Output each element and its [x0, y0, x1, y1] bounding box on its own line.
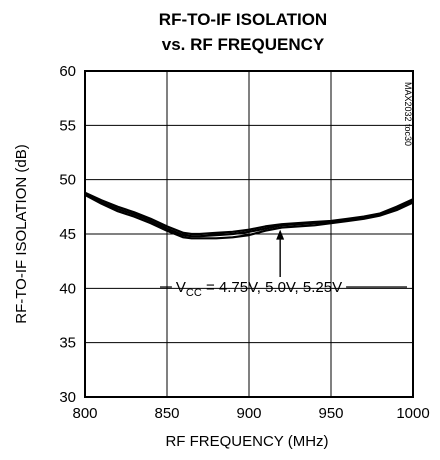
figure-code: MAX2032 toc30	[403, 82, 413, 146]
y-axis-label: RF-TO-IF ISOLATION (dB)	[13, 144, 30, 323]
y-tick-label-55: 55	[59, 117, 76, 134]
x-tick-label-800: 800	[72, 405, 97, 422]
annotation-v: V	[176, 279, 186, 296]
y-tick-label-35: 35	[59, 335, 76, 352]
series-group	[84, 191, 414, 240]
tick-labels: 800 850 900 950 1000 30 35 40 45 50 55 60	[59, 63, 429, 422]
chart-title-line2: vs. RF FREQUENCY	[162, 35, 325, 54]
annotation-values: = 4.75V, 5.0V, 5.25V	[202, 279, 342, 296]
x-tick-label-1000: 1000	[396, 405, 429, 422]
x-tick-label-950: 950	[318, 405, 343, 422]
x-tick-label-850: 850	[154, 405, 179, 422]
y-tick-label-60: 60	[59, 63, 76, 80]
annotation-arrow-head	[276, 229, 285, 240]
x-tick-label-900: 900	[236, 405, 261, 422]
plot-frame	[84, 70, 414, 398]
y-tick-label-50: 50	[59, 172, 76, 189]
vcc-annotation: VCC = 4.75V, 5.0V, 5.25V	[160, 229, 407, 299]
y-tick-label-30: 30	[59, 389, 76, 406]
chart-title-line1: RF-TO-IF ISOLATION	[159, 10, 327, 29]
x-axis-label: RF FREQUENCY (MHz)	[165, 433, 328, 450]
series-line-3	[84, 191, 414, 236]
y-tick-label-45: 45	[59, 226, 76, 243]
annotation-subscript: CC	[186, 287, 202, 299]
y-tick-label-40: 40	[59, 280, 76, 297]
annotation-label: VCC = 4.75V, 5.0V, 5.25V	[176, 279, 342, 299]
